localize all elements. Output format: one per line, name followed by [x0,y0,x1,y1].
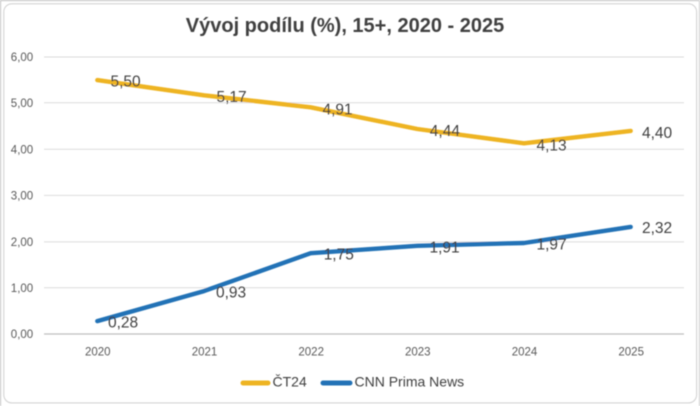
svg-text:5,50: 5,50 [111,74,142,91]
svg-text:2023: 2023 [405,347,431,359]
svg-text:1,00: 1,00 [11,283,33,295]
svg-text:4,00: 4,00 [11,145,33,157]
svg-text:1,75: 1,75 [324,247,354,264]
svg-text:2022: 2022 [298,347,324,359]
svg-text:3,00: 3,00 [11,191,33,203]
svg-text:2,00: 2,00 [11,237,33,249]
svg-text:4,40: 4,40 [642,125,673,142]
svg-text:CNN Prima News: CNN Prima News [355,373,465,389]
svg-text:2,32: 2,32 [642,220,672,237]
svg-text:0,93: 0,93 [216,285,246,302]
svg-text:4,44: 4,44 [430,123,461,140]
svg-text:0,00: 0,00 [11,329,33,341]
svg-text:6,00: 6,00 [11,52,33,64]
svg-text:Vývoj podílu (%), 15+, 2020 -: Vývoj podílu (%), 15+, 2020 - 2025 [186,15,504,37]
svg-text:2024: 2024 [512,347,538,359]
svg-text:2025: 2025 [618,347,644,359]
svg-text:2021: 2021 [192,347,218,359]
svg-text:4,13: 4,13 [537,137,567,154]
svg-text:5,00: 5,00 [11,98,33,110]
svg-text:4,91: 4,91 [323,101,353,118]
svg-text:5,17: 5,17 [217,89,247,106]
svg-text:2020: 2020 [85,347,111,359]
svg-text:1,91: 1,91 [430,239,460,256]
svg-text:0,28: 0,28 [108,315,138,332]
svg-text:ČT24: ČT24 [273,373,307,389]
svg-text:1,97: 1,97 [537,236,567,253]
